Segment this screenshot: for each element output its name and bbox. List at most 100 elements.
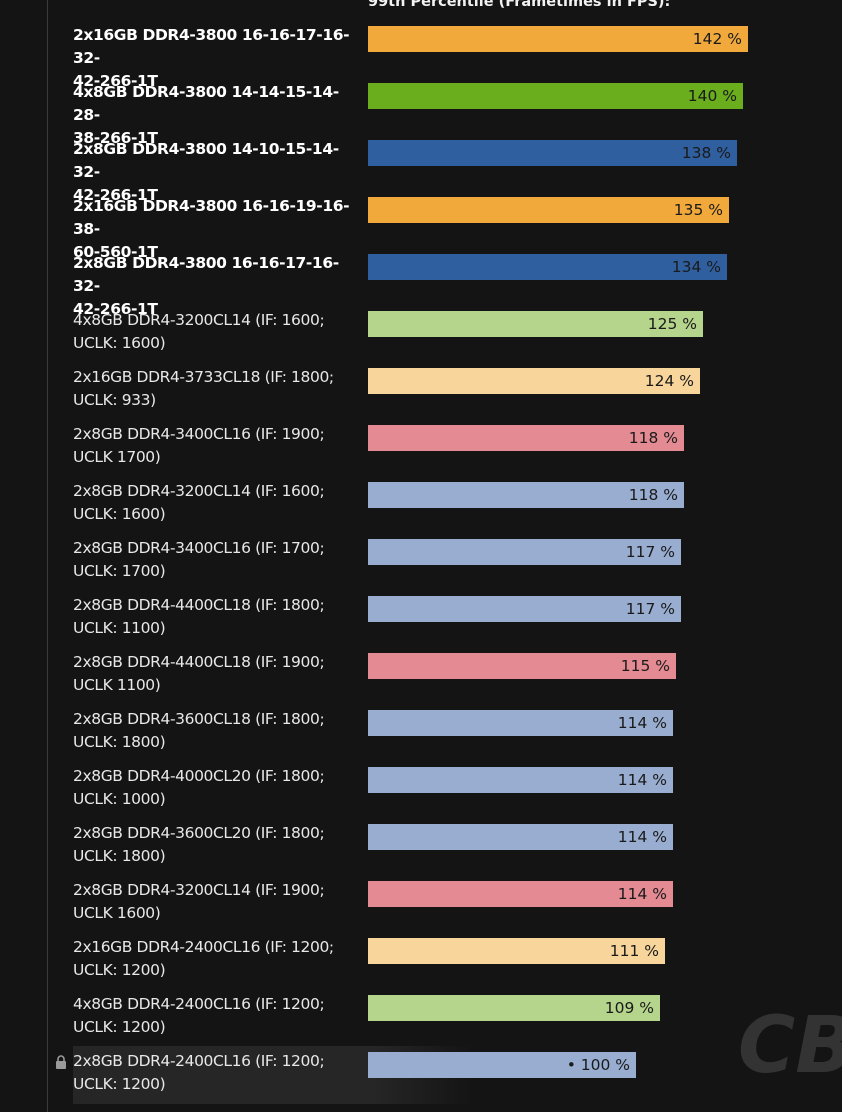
chart-title: 99th Percentile (Frametimes in FPS): [368, 0, 671, 10]
bar: 135 % [368, 197, 729, 223]
row-label-line: 2x8GB DDR4-3600CL18 (IF: 1800; [73, 710, 325, 728]
bar-value-label: 125 % [647, 315, 697, 333]
bar-value-label: 140 % [687, 87, 737, 105]
row-label-line: 4x8GB DDR4-3800 14-14-15-14-28- [73, 83, 339, 124]
left-divider [47, 0, 48, 1112]
row-label-line: 2x8GB DDR4-3600CL20 (IF: 1800; [73, 824, 325, 842]
bar: 114 % [368, 824, 673, 850]
row-label: 4x8GB DDR4-2400CL16 (IF: 1200; UCLK: 1200… [73, 993, 365, 1039]
row-label-line: 60-560-1T [73, 243, 158, 261]
bar-value-label: 111 % [609, 942, 659, 960]
row-label-line: 42-266-1T [73, 300, 158, 318]
bar: 115 % [368, 653, 676, 679]
bar-value-label: 114 % [617, 771, 667, 789]
bar-value-label: 138 % [681, 144, 731, 162]
row-label-line: UCLK: 1200) [73, 1018, 166, 1036]
row-label: 2x8GB DDR4-4400CL18 (IF: 1800; UCLK: 1100… [73, 594, 365, 640]
row-label-line: UCLK: 1800) [73, 847, 166, 865]
row-label-line: 2x8GB DDR4-4400CL18 (IF: 1900; [73, 653, 325, 671]
bar: 117 % [368, 539, 681, 565]
row-label-line: 2x8GB DDR4-2400CL16 (IF: 1200; [73, 1052, 325, 1070]
row-label: 2x8GB DDR4-3800 16-16-17-16-32- 42-266-1T [73, 252, 365, 321]
bar: 114 % [368, 767, 673, 793]
bar: 109 % [368, 995, 660, 1021]
row-label-line: UCLK: 1800) [73, 733, 166, 751]
row-label: 2x8GB DDR4-3400CL16 (IF: 1900; UCLK 1700) [73, 423, 365, 469]
row-label: 2x16GB DDR4-3800 16-16-19-16-38- 60-560-1… [73, 195, 365, 264]
bar: 142 % [368, 26, 748, 52]
row-label: 2x16GB DDR4-3800 16-16-17-16-32- 42-266-1… [73, 24, 365, 93]
row-label-line: UCLK: 1100) [73, 619, 166, 637]
row-label: 2x8GB DDR4-3600CL18 (IF: 1800; UCLK: 1800… [73, 708, 365, 754]
bar: 140 % [368, 83, 743, 109]
bar: 117 % [368, 596, 681, 622]
row-label: 2x8GB DDR4-3200CL14 (IF: 1600; UCLK: 1600… [73, 480, 365, 526]
row-label-line: 2x16GB DDR4-2400CL16 (IF: 1200; [73, 938, 334, 956]
bar: 118 % [368, 425, 684, 451]
row-label: 2x8GB DDR4-3600CL20 (IF: 1800; UCLK: 1800… [73, 822, 365, 868]
row-label: 2x8GB DDR4-3800 14-10-15-14-32- 42-266-1T [73, 138, 365, 207]
bar: • 100 % [368, 1052, 636, 1078]
bar-value-label: 142 % [692, 30, 742, 48]
row-label: 2x16GB DDR4-3733CL18 (IF: 1800; UCLK: 933… [73, 366, 365, 412]
row-label-line: UCLK: 933) [73, 391, 156, 409]
row-label: 2x8GB DDR4-3200CL14 (IF: 1900; UCLK 1600) [73, 879, 365, 925]
row-label-line: 42-266-1T [73, 186, 158, 204]
bar: 114 % [368, 881, 673, 907]
row-label-line: 2x8GB DDR4-3200CL14 (IF: 1600; [73, 482, 325, 500]
row-label: 4x8GB DDR4-3200CL14 (IF: 1600; UCLK: 1600… [73, 309, 365, 355]
bar-value-label: 124 % [644, 372, 694, 390]
bar-value-label: 117 % [625, 543, 675, 561]
bar-value-label: 117 % [625, 600, 675, 618]
bar: 111 % [368, 938, 665, 964]
bar-value-label: 135 % [673, 201, 723, 219]
bar-value-label: 118 % [628, 429, 678, 447]
row-label-line: 2x8GB DDR4-3800 16-16-17-16-32- [73, 254, 339, 295]
row-label: 2x16GB DDR4-2400CL16 (IF: 1200; UCLK: 120… [73, 936, 365, 982]
row-label-line: 38-266-1T [73, 129, 158, 147]
bar-value-label: 115 % [620, 657, 670, 675]
row-label: 2x8GB DDR4-2400CL16 (IF: 1200; UCLK: 1200… [73, 1050, 365, 1096]
row-label: 2x8GB DDR4-4400CL18 (IF: 1900; UCLK 1100) [73, 651, 365, 697]
row-label: 4x8GB DDR4-3800 14-14-15-14-28- 38-266-1T [73, 81, 365, 150]
computerbase-logo: CB [738, 1001, 842, 1091]
row-label-line: 2x8GB DDR4-4000CL20 (IF: 1800; [73, 767, 325, 785]
bar-value-label: 118 % [628, 486, 678, 504]
row-label-line: 2x8GB DDR4-3400CL16 (IF: 1900; [73, 425, 325, 443]
bar-value-label: 114 % [617, 885, 667, 903]
bar-value-label: • 100 % [566, 1056, 630, 1074]
row-label-line: UCLK: 1200) [73, 1075, 166, 1093]
row-label-line: 2x16GB DDR4-3733CL18 (IF: 1800; [73, 368, 334, 386]
bar: 124 % [368, 368, 700, 394]
row-label-line: 42-266-1T [73, 72, 158, 90]
bar: 118 % [368, 482, 684, 508]
bar: 125 % [368, 311, 703, 337]
row-label-line: UCLK: 1200) [73, 961, 166, 979]
row-label-line: 4x8GB DDR4-2400CL16 (IF: 1200; [73, 995, 325, 1013]
row-label-line: UCLK 1100) [73, 676, 161, 694]
row-label-line: 2x8GB DDR4-3800 14-10-15-14-32- [73, 140, 339, 181]
row-label: 2x8GB DDR4-3400CL16 (IF: 1700; UCLK: 1700… [73, 537, 365, 583]
row-label-line: UCLK: 1600) [73, 505, 166, 523]
bar-value-label: 114 % [617, 828, 667, 846]
bar: 138 % [368, 140, 737, 166]
lock-icon [56, 1055, 66, 1069]
bar-value-label: 114 % [617, 714, 667, 732]
row-label-line: UCLK 1600) [73, 904, 161, 922]
bar: 134 % [368, 254, 727, 280]
row-label-line: 2x16GB DDR4-3800 16-16-17-16-32- [73, 26, 350, 67]
row-label-line: 2x8GB DDR4-3200CL14 (IF: 1900; [73, 881, 325, 899]
watermark-text: CB [738, 1001, 842, 1091]
row-label-line: UCLK 1700) [73, 448, 161, 466]
row-label-line: UCLK: 1700) [73, 562, 166, 580]
row-label-line: UCLK: 1600) [73, 334, 166, 352]
row-label: 2x8GB DDR4-4000CL20 (IF: 1800; UCLK: 1000… [73, 765, 365, 811]
row-label-line: 4x8GB DDR4-3200CL14 (IF: 1600; [73, 311, 325, 329]
row-label-line: 2x8GB DDR4-4400CL18 (IF: 1800; [73, 596, 325, 614]
bar: 114 % [368, 710, 673, 736]
row-label-line: 2x16GB DDR4-3800 16-16-19-16-38- [73, 197, 350, 238]
bar-value-label: 109 % [604, 999, 654, 1017]
row-label-line: UCLK: 1000) [73, 790, 166, 808]
row-label-line: 2x8GB DDR4-3400CL16 (IF: 1700; [73, 539, 325, 557]
